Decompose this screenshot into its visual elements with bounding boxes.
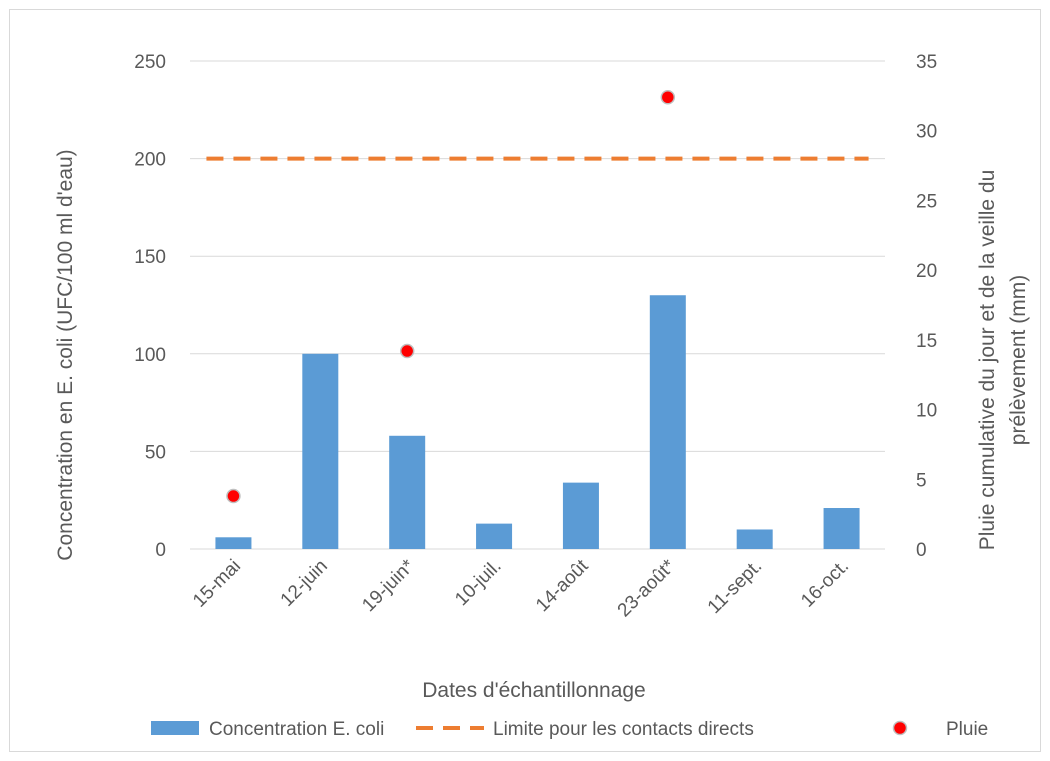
y2-axis-title-line2: prélèvement (mm): [1007, 275, 1030, 445]
y-tick-label: 150: [134, 247, 166, 268]
y-tick-label: 200: [134, 150, 166, 171]
legend-label-bar: Concentration E. coli: [209, 719, 384, 740]
x-tick-label: 11-sept.: [704, 556, 766, 618]
bar: [389, 435, 426, 549]
y2-tick-label: 25: [916, 191, 937, 212]
rain-point: [660, 90, 676, 105]
x-tick-label: 14-août: [532, 555, 593, 616]
x-tick-label: 19-juin*: [358, 555, 419, 616]
y2-axis-title-line1: Pluie cumulative du jour et de la veille…: [976, 170, 999, 551]
x-tick-label: 12-juin: [277, 556, 332, 611]
y-tick-label: 100: [134, 345, 166, 366]
y-axis-title: Concentration en E. coli (UFC/100 ml d'e…: [54, 149, 77, 560]
y2-tick-label: 0: [916, 540, 927, 561]
y2-tick-label: 15: [916, 331, 937, 352]
chart-frame: [9, 9, 1041, 752]
bar: [649, 295, 686, 549]
x-tick-label: 15-mai: [189, 556, 245, 612]
y2-tick-label: 30: [916, 122, 937, 143]
y-tick-label: 50: [145, 442, 166, 463]
x-axis-title: Dates d'échantillonnage: [422, 679, 646, 702]
rain-point: [399, 343, 415, 359]
x-tick-label: 23-août*: [614, 555, 680, 621]
y2-tick-label: 35: [916, 52, 937, 73]
legend-label-point: Pluie: [946, 719, 988, 740]
rain-point: [226, 488, 241, 504]
bar: [562, 482, 599, 549]
y-tick-label: 250: [134, 52, 166, 73]
x-tick-label: 16-oct.: [797, 556, 853, 612]
bar: [736, 529, 773, 549]
bar: [215, 537, 252, 549]
bar: [302, 353, 339, 549]
x-tick-label: 10-juil.: [451, 556, 505, 610]
bar: [823, 508, 860, 549]
legend-swatch-bar: [151, 721, 199, 735]
legend-swatch-point: [892, 720, 908, 736]
y2-tick-label: 5: [916, 470, 927, 491]
bar: [476, 523, 513, 549]
legend-label-line: Limite pour les contacts directs: [493, 719, 754, 740]
y2-tick-label: 20: [916, 261, 937, 282]
y-tick-label: 0: [155, 540, 166, 561]
y2-tick-label: 10: [916, 401, 937, 422]
